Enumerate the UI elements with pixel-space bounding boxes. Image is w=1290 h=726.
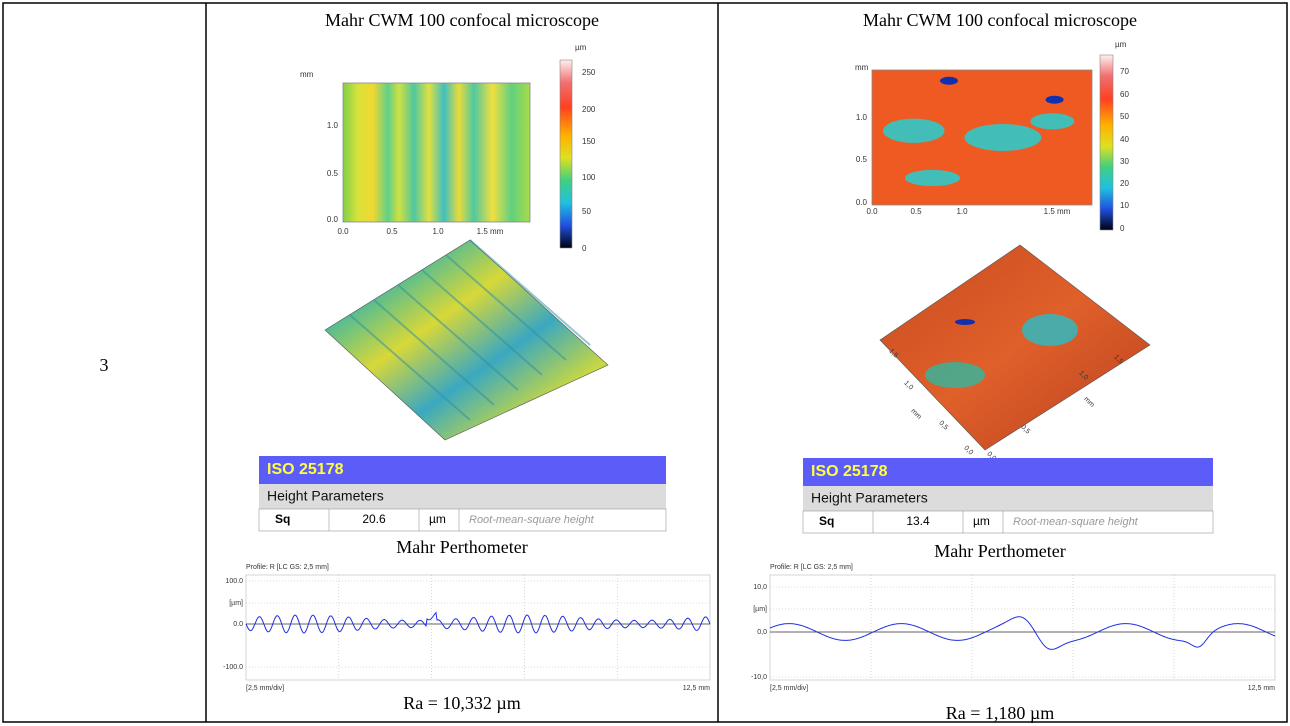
map-x-tick: 1.0 [432, 227, 444, 236]
iso-unit: µm [973, 514, 990, 528]
iso-section-label: Height Parameters [811, 490, 928, 506]
surface-3d [325, 240, 608, 440]
surface-axis-label: 0,5 [1019, 424, 1031, 436]
profile-y-tick: 100.0 [225, 578, 243, 585]
profile-y-tick: [µm] [229, 600, 243, 607]
map-spot [940, 77, 958, 85]
profile-x-right: 12,5 mm [1248, 685, 1275, 692]
colorbar-tick: 70 [1120, 67, 1129, 76]
page: 3 Mahr CWM 100 confocal microscope mm 1.0 0… [0, 0, 1290, 726]
profile-x-left: [2,5 mm/div] [770, 685, 808, 692]
colorbar-unit: µm [575, 43, 587, 52]
profile-y-tick: [µm] [753, 606, 767, 613]
iso-section-label: Height Parameters [267, 488, 384, 504]
map-x-tick: 0.0 [337, 227, 349, 236]
iso-row [259, 509, 666, 531]
iso-description: Root-mean-square height [469, 514, 595, 526]
profile-x-left: [2,5 mm/div] [246, 685, 284, 692]
iso-title: ISO 25178 [811, 463, 888, 480]
iso-value: 20.6 [362, 512, 386, 526]
map-y-tick: 0.5 [327, 169, 339, 178]
colorbar-tick: 50 [1120, 112, 1129, 121]
profile-curve [246, 613, 710, 633]
profile-title: Mahr Perthometer [934, 541, 1065, 561]
map-y-tick: 1.0 [327, 121, 339, 130]
iso-parameter: Sq [819, 514, 834, 528]
map-y-tick: 0.0 [856, 198, 868, 207]
colorbar-tick: 20 [1120, 179, 1129, 188]
colorbar-tick: 250 [582, 68, 596, 77]
surface-spot [955, 319, 975, 325]
map-region [964, 124, 1041, 151]
colorbar-tick: 50 [582, 207, 591, 216]
colorbar [560, 60, 572, 248]
surface-axis-label: 0,0 [962, 445, 974, 457]
surface-region [925, 362, 985, 388]
map-x-tick: 0.5 [386, 227, 398, 236]
profile-y-tick: 0,0 [757, 629, 767, 636]
panel-title: Mahr CWM 100 confocal microscope [325, 10, 599, 30]
colorbar-unit: µm [1115, 40, 1127, 49]
surface-axis-label: 0,5 [937, 420, 949, 432]
map-unit: mm [855, 63, 869, 72]
colorbar-tick: 10 [1120, 201, 1129, 210]
surface-axis-label: mm [909, 408, 922, 421]
map-x-tick: 0.0 [866, 207, 878, 216]
iso-value: 13.4 [906, 514, 930, 528]
map-y-tick: 1.0 [856, 113, 868, 122]
colorbar-tick: 0 [582, 244, 587, 253]
map-x-tick: 0.5 [910, 207, 922, 216]
iso-description: Root-mean-square height [1013, 516, 1139, 528]
profile-y-tick: -100.0 [223, 664, 243, 671]
map-x-tick: 1.5 mm [477, 227, 504, 236]
profile-frame [246, 575, 710, 680]
map-x-tick: 1.0 [956, 207, 968, 216]
colorbar-tick: 150 [582, 137, 596, 146]
surface-axis-label: 1,0 [902, 380, 914, 392]
colorbar-tick: 60 [1120, 90, 1129, 99]
result: Ra = 10,332 µm [403, 693, 521, 713]
profile-y-tick: -10,0 [751, 674, 767, 681]
colorbar-tick: 100 [582, 173, 596, 182]
iso-parameter: Sq [275, 512, 290, 526]
iso-unit: µm [429, 512, 446, 526]
surface-axis-label: mm [1082, 396, 1095, 409]
map-region [1030, 113, 1074, 129]
panel-title: Mahr CWM 100 confocal microscope [863, 10, 1137, 30]
height-map [343, 83, 530, 222]
profile-y-tick: 10,0 [753, 584, 767, 591]
profile-title: Mahr Perthometer [396, 537, 527, 557]
colorbar [1100, 55, 1113, 230]
map-spot [1046, 96, 1064, 104]
map-unit: mm [300, 70, 314, 79]
profile-x-right: 12,5 mm [683, 685, 710, 692]
profile-frame [770, 575, 1275, 680]
row-label: 3 [100, 355, 109, 375]
profile-y-tick: 0.0 [233, 621, 243, 628]
iso-title: ISO 25178 [267, 461, 344, 478]
colorbar-tick: 40 [1120, 135, 1129, 144]
map-x-tick: 1.5 mm [1044, 207, 1071, 216]
map-y-tick: 0.0 [327, 215, 339, 224]
colorbar-tick: 200 [582, 105, 596, 114]
map-region [883, 119, 945, 143]
colorbar-tick: 0 [1120, 224, 1125, 233]
iso-row [803, 511, 1213, 533]
result: Ra = 1,180 µm [946, 703, 1055, 723]
surface-region [1022, 314, 1078, 346]
profile-caption: Profile: R [LC GS: 2,5 mm] [770, 564, 853, 571]
surface-3d [880, 245, 1150, 450]
map-y-tick: 0.5 [856, 155, 868, 164]
colorbar-tick: 30 [1120, 157, 1129, 166]
map-region [905, 170, 960, 186]
profile-curve [770, 617, 1275, 650]
profile-caption: Profile: R [LC GS: 2,5 mm] [246, 564, 329, 571]
